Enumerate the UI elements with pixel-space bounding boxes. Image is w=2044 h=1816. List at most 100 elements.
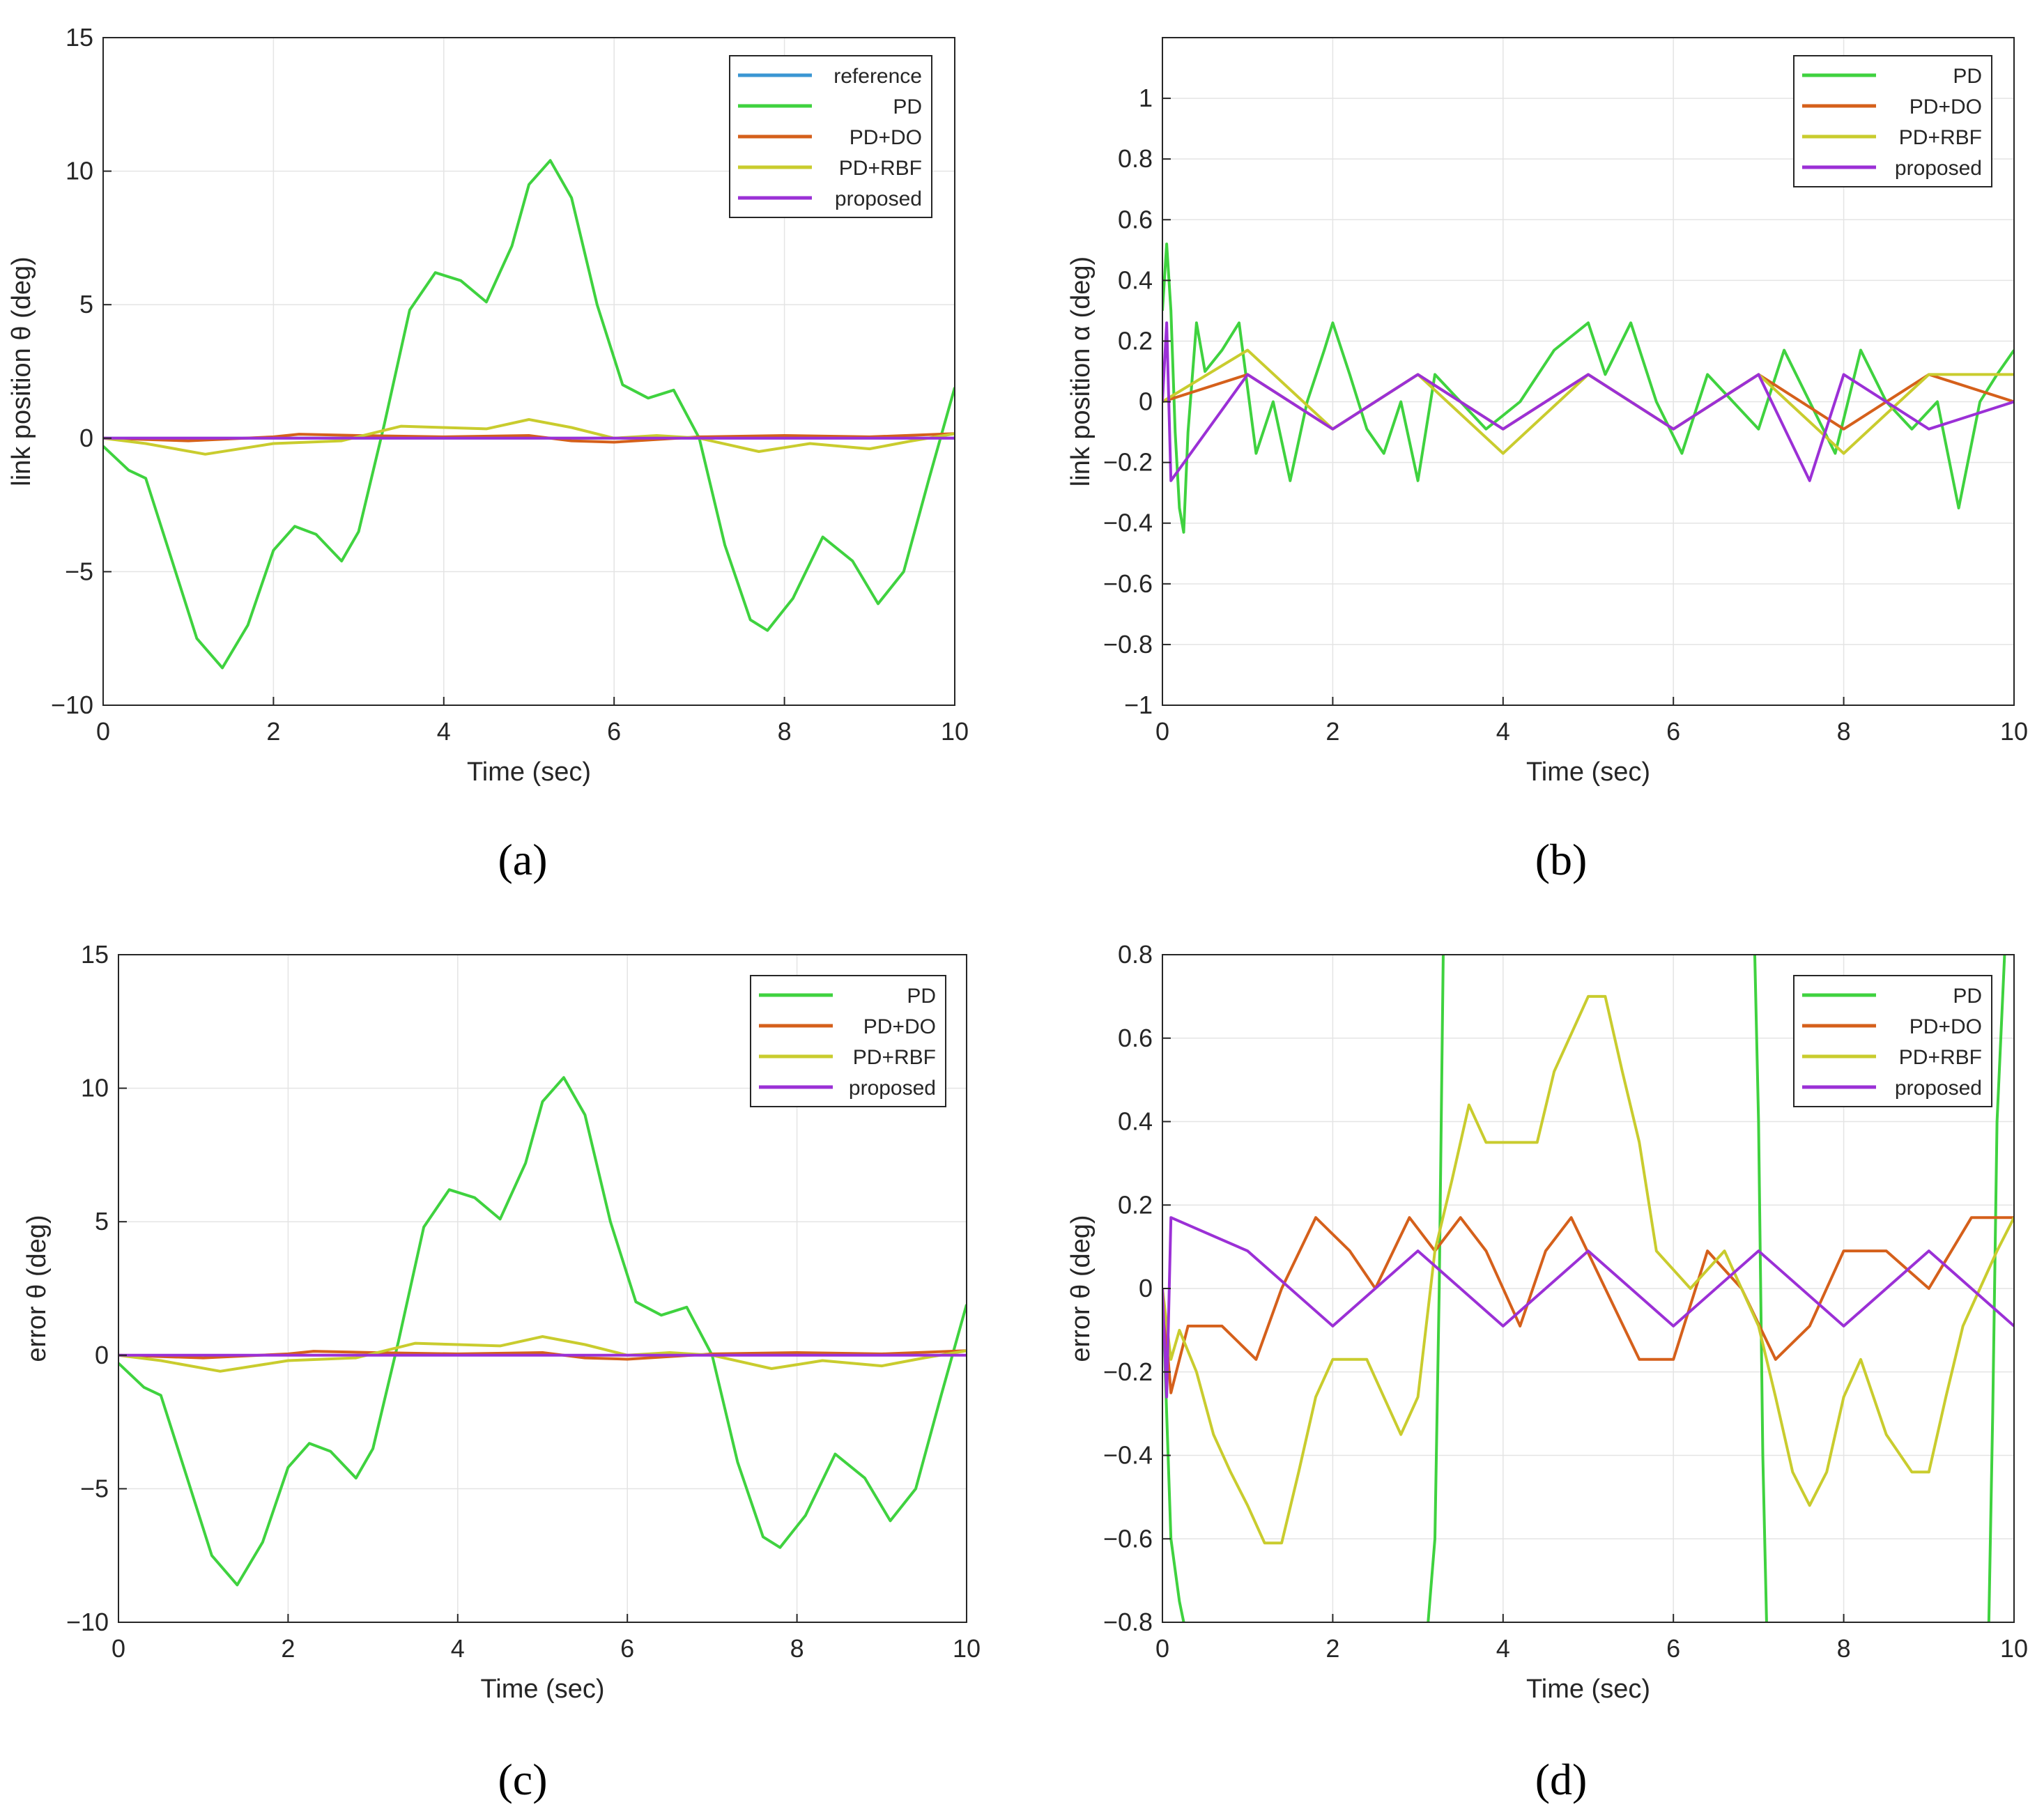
legend-label: PD [893, 95, 922, 118]
y-tick-label: 0.4 [1118, 266, 1153, 294]
legend-box [1793, 55, 1992, 187]
y-axis-label: link position α (deg) [1066, 256, 1096, 486]
x-tick-label: 8 [778, 717, 792, 746]
y-tick-label: −0.8 [1103, 630, 1153, 659]
series-line-pd [1162, 243, 2014, 534]
x-tick-label: 0 [1155, 717, 1169, 746]
panel-caption: (d) [1535, 1755, 1588, 1804]
series-group [1162, 243, 2014, 534]
legend-label: proposed [835, 187, 922, 210]
legend: PD PD+DO PD+RBF proposed [1793, 975, 1992, 1107]
legend: PD PD+DO PD+RBF proposed [750, 975, 946, 1107]
x-tick-label: 8 [1837, 717, 1851, 746]
x-tick-label: 10 [941, 717, 969, 746]
y-tick-label: 0.2 [1118, 326, 1153, 355]
legend-label: PD+RBF [1899, 1046, 1982, 1069]
y-tick-label: −0.6 [1103, 1524, 1153, 1553]
x-tick-label: 10 [953, 1634, 981, 1663]
y-tick-label: −0.2 [1103, 448, 1153, 477]
series-line-pd [103, 159, 955, 670]
x-axis-label: Time (sec) [480, 1675, 604, 1704]
chart-panel-d: 0 2 4 6 8 10 −0.8 −0.6 −0.4 −0.2 0 0.2 0.4 0.6 0.8 Time… [1066, 940, 2028, 1804]
x-tick-label: 0 [1155, 1634, 1169, 1663]
y-tick-label: 0 [95, 1341, 109, 1369]
y-tick-label: 0.4 [1118, 1107, 1153, 1136]
legend: reference PD PD+DO PD+RBF proposed [729, 55, 932, 218]
legend-label: PD [1953, 985, 1982, 1008]
series-line-pd [118, 1076, 967, 1587]
series-line-proposed [1162, 321, 2014, 482]
x-tick-label: 4 [1496, 717, 1510, 746]
legend-label: proposed [849, 1077, 936, 1100]
y-axis-label: link position θ (deg) [7, 256, 36, 486]
series-group [1162, 955, 2014, 1622]
series-group [118, 1076, 967, 1587]
x-tick-label: 4 [451, 1634, 465, 1663]
legend-label: PD [907, 985, 936, 1008]
axes-box [1162, 37, 2015, 706]
y-tick-label: 0.8 [1118, 940, 1153, 969]
axes-box [102, 37, 955, 706]
y-tick-label: −5 [80, 1474, 109, 1502]
y-tick-label: −0.4 [1103, 1441, 1153, 1470]
series-line-pd-do [1162, 1216, 2014, 1394]
y-tick-label: 0 [79, 424, 93, 452]
y-tick-label: 0.6 [1118, 205, 1153, 233]
series-line-pd-rbf [1162, 994, 2014, 1545]
y-tick-label: 15 [66, 23, 93, 52]
y-tick-label: 0.8 [1118, 144, 1153, 173]
y-tick-label: −10 [66, 1608, 109, 1636]
y-tick-label: 10 [81, 1074, 109, 1102]
chart-panel-c: 0 2 4 6 8 10 −10 −5 0 5 10 15 Time (sec) error θ (deg… [22, 940, 981, 1804]
series-line-pd [1162, 955, 2006, 1622]
legend: PD PD+DO PD+RBF proposed [1793, 55, 1992, 187]
axes-box [118, 954, 967, 1623]
y-tick-label: 1 [1139, 84, 1153, 112]
x-tick-label: 0 [96, 717, 110, 746]
panel-caption: (a) [498, 835, 547, 884]
y-tick-label: −5 [65, 557, 93, 585]
y-tick-label: 0 [1139, 1274, 1153, 1302]
x-tick-label: 6 [620, 1634, 634, 1663]
y-tick-label: −0.4 [1103, 509, 1153, 537]
x-axis-label: Time (sec) [1526, 757, 1650, 787]
legend-label: PD+DO [1909, 95, 1982, 118]
x-tick-label: 0 [112, 1634, 125, 1663]
series-line-pd-rbf [118, 1335, 967, 1373]
y-tick-label: −10 [51, 691, 93, 719]
y-tick-label: 0 [1139, 387, 1153, 416]
legend-box [1793, 975, 1992, 1107]
x-axis-label: Time (sec) [1526, 1675, 1650, 1704]
legend-label: PD+DO [863, 1015, 936, 1038]
chart-panel-a: 0 2 4 6 8 10 −10 −5 0 5 10 15 Time (sec) link positio… [7, 23, 969, 884]
legend-box [750, 975, 946, 1107]
x-tick-label: 10 [2000, 717, 2028, 746]
x-axis-label: Time (sec) [467, 757, 591, 787]
legend-label: proposed [1895, 1077, 1982, 1100]
series-line-pd-rbf [103, 418, 955, 456]
y-axis-label: error θ (deg) [22, 1215, 52, 1362]
legend-label: reference [833, 65, 922, 88]
y-tick-label: −1 [1124, 691, 1153, 719]
x-tick-label: 4 [437, 717, 451, 746]
x-tick-label: 2 [1325, 1634, 1339, 1663]
chart-panel-b: 0 2 4 6 8 10 −1 −0.8 −0.6 −0.4 −0.2 0 0.2 0.4 0.6 0.8 1 T… [1066, 37, 2028, 884]
y-axis-label: error θ (deg) [1066, 1215, 1096, 1362]
x-tick-label: 8 [790, 1634, 804, 1663]
series-line-proposed [1162, 1216, 2014, 1399]
x-tick-label: 2 [1325, 717, 1339, 746]
y-tick-label: 10 [66, 157, 93, 185]
x-tick-label: 6 [1666, 1634, 1680, 1663]
legend-label: PD+DO [1909, 1015, 1982, 1038]
x-tick-label: 8 [1837, 1634, 1851, 1663]
legend-label: PD+RBF [839, 157, 922, 180]
x-tick-label: 2 [266, 717, 280, 746]
panel-caption: (c) [498, 1755, 547, 1804]
panel-caption: (b) [1535, 835, 1588, 884]
x-tick-label: 2 [281, 1634, 295, 1663]
legend-label: proposed [1895, 157, 1982, 180]
legend-label: PD+RBF [1899, 126, 1982, 149]
series-group [103, 159, 955, 670]
y-tick-label: 15 [81, 940, 109, 969]
